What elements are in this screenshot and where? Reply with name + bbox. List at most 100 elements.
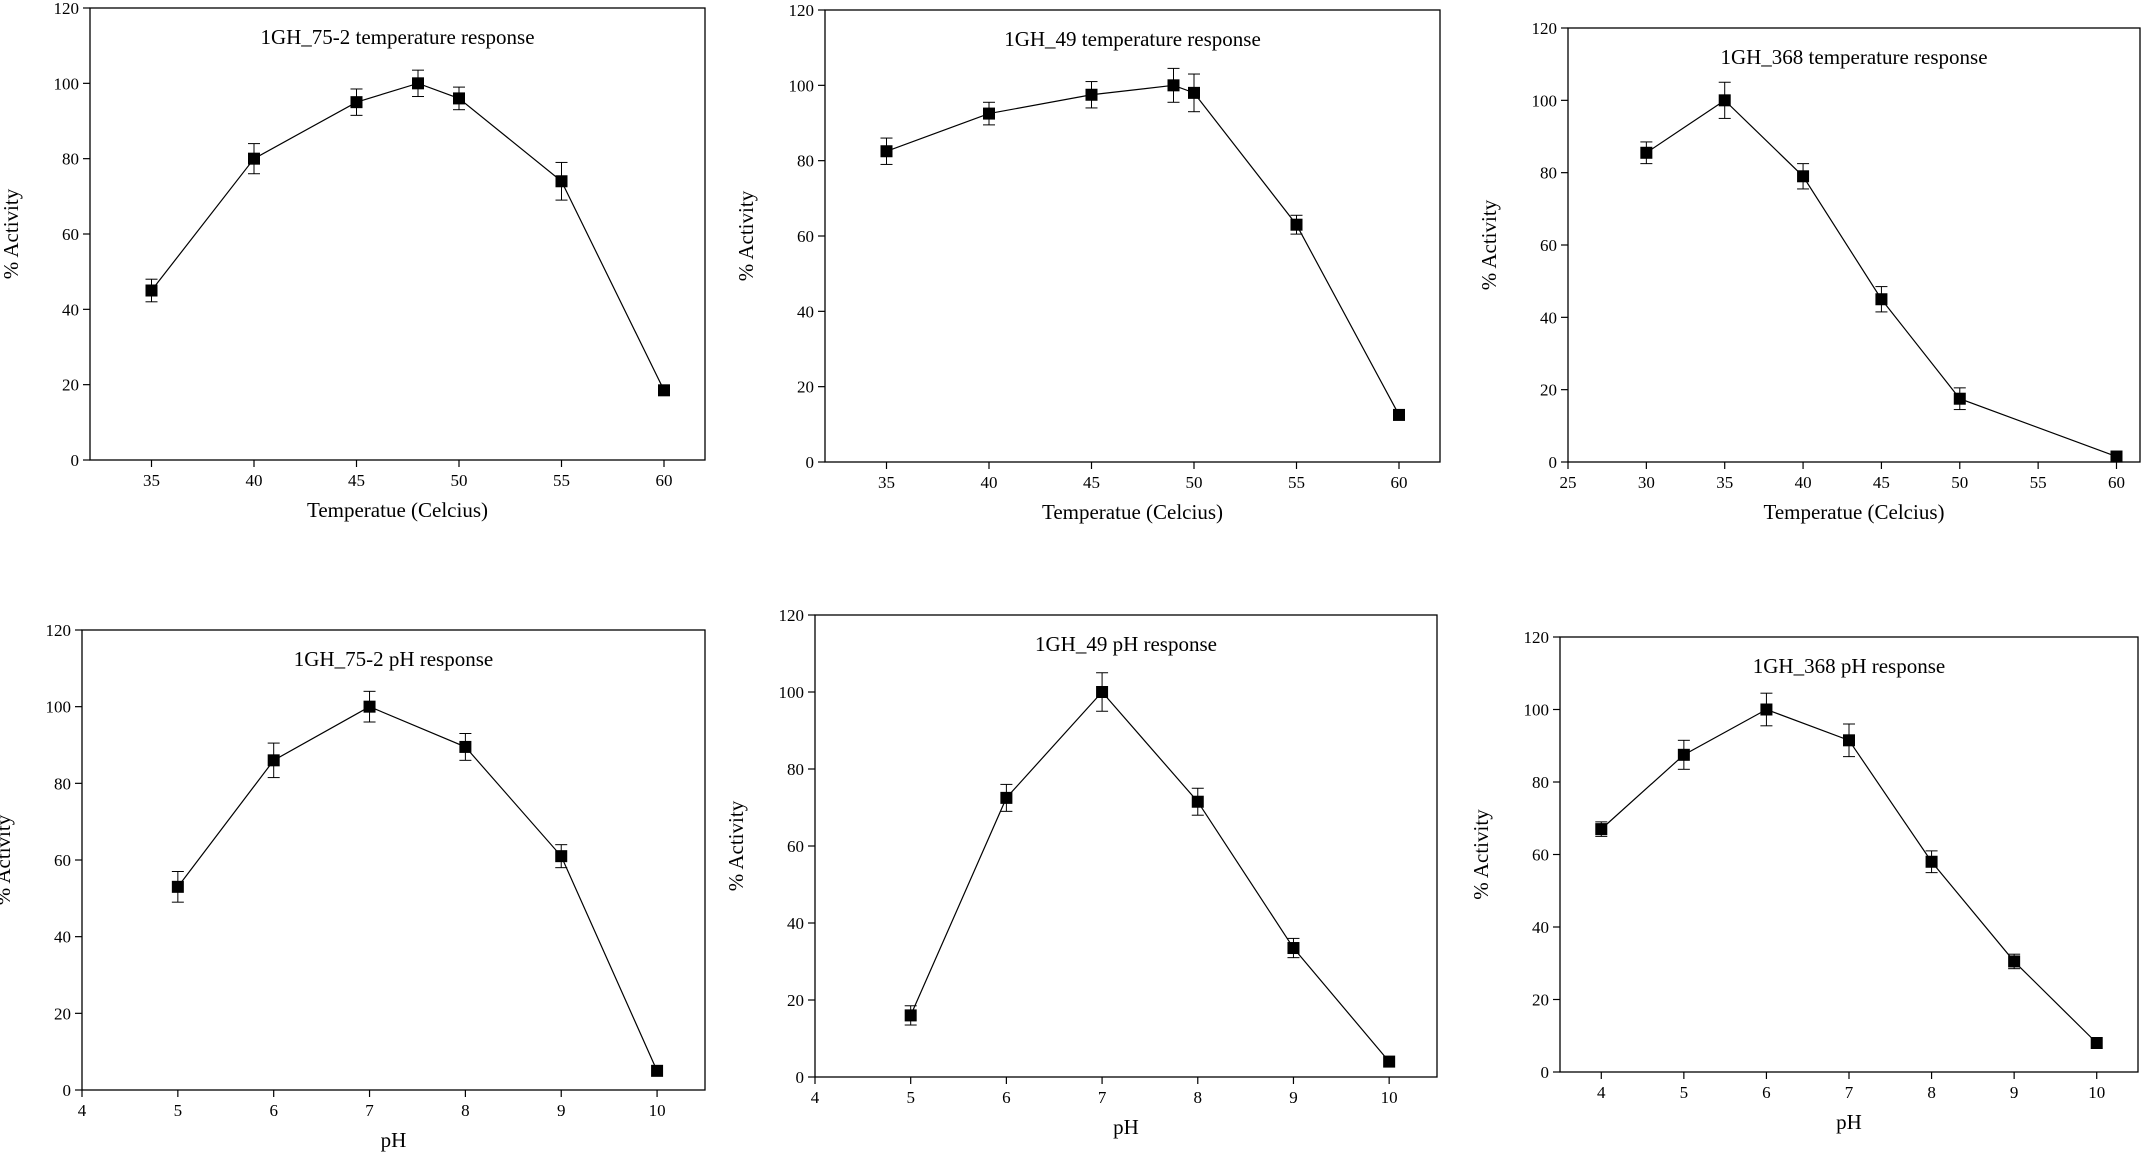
chart-panel-1: 0 20 40 60 80 100 120 35 40 45 50 55 60 1GH_75-2 temp… <box>0 0 706 522</box>
y-tick-label: 0 <box>806 453 815 472</box>
x-tick-label: 6 <box>269 1101 278 1120</box>
y-tick-label: 60 <box>54 851 71 870</box>
x-tick-label: 6 <box>1002 1088 1011 1107</box>
chart-title: 1GH_368 temperature response <box>1720 45 1987 69</box>
y-tick-label: 40 <box>797 302 814 321</box>
x-tick-label: 40 <box>246 471 263 490</box>
data-point <box>267 754 280 767</box>
data-point <box>555 175 568 188</box>
data-point <box>2090 1037 2103 1049</box>
data-point <box>1843 734 1855 747</box>
x-tick-label: 8 <box>461 1101 470 1120</box>
data-point <box>412 77 424 90</box>
data-point <box>1000 791 1013 804</box>
y-tick-label: 40 <box>1540 308 1557 327</box>
y-tick-label: 60 <box>797 227 814 246</box>
y-axis-label: % Activity <box>724 800 748 891</box>
data-point <box>1383 1055 1396 1068</box>
x-tick-label: 7 <box>365 1101 374 1120</box>
x-tick-label: 4 <box>78 1101 87 1120</box>
y-axis-label: % Activity <box>0 814 15 905</box>
y-tick-label: 0 <box>796 1068 805 1087</box>
plot-frame <box>1559 636 2139 1073</box>
x-tick-label: 55 <box>2030 473 2047 492</box>
series-line <box>910 691 1390 1062</box>
y-tick-label: 120 <box>54 0 80 18</box>
y-tick-label: 120 <box>779 606 805 625</box>
y-tick-label: 20 <box>1532 991 1549 1010</box>
plot-frame <box>1567 27 2141 463</box>
data-point <box>1287 942 1300 955</box>
y-tick-label: 120 <box>1532 19 1558 38</box>
y-axis-label: % Activity <box>1477 199 1501 290</box>
data-point <box>171 880 184 893</box>
data-point <box>350 96 363 109</box>
series-line <box>886 84 1400 416</box>
chart-title: 1GH_368 pH response <box>1753 654 1945 678</box>
x-axis-label: Temperatue (Celcius) <box>1763 500 1944 524</box>
y-tick-label: 0 <box>1549 453 1558 472</box>
y-axis-label: % Activity <box>734 190 758 281</box>
data-point <box>1760 703 1773 716</box>
x-tick-label: 4 <box>811 1088 820 1107</box>
x-tick-label: 9 <box>1289 1088 1298 1107</box>
data-point <box>145 284 158 297</box>
data-point <box>2110 450 2123 463</box>
y-tick-label: 40 <box>1532 918 1549 937</box>
x-tick-label: 5 <box>174 1101 183 1120</box>
x-tick-label: 45 <box>1083 473 1100 492</box>
x-tick-label: 10 <box>2088 1083 2105 1102</box>
y-tick-label: 60 <box>1540 236 1557 255</box>
data-point <box>904 1009 917 1022</box>
chart-panel-2: 0 20 40 60 80 100 120 35 40 45 50 55 60 1GH_49 temper… <box>734 1 1441 524</box>
y-tick-label: 80 <box>62 150 79 169</box>
x-tick-label: 8 <box>1194 1088 1203 1107</box>
y-tick-label: 120 <box>789 1 815 20</box>
x-axis-label: Temperatue (Celcius) <box>307 498 488 522</box>
x-tick-label: 25 <box>1560 473 1577 492</box>
data-point <box>363 700 376 713</box>
data-point <box>658 384 670 397</box>
x-tick-label: 60 <box>656 471 673 490</box>
y-tick-label: 80 <box>1540 164 1557 183</box>
x-tick-label: 40 <box>981 473 998 492</box>
x-tick-label: 35 <box>878 473 895 492</box>
data-point <box>459 740 472 753</box>
y-tick-label: 0 <box>63 1081 72 1100</box>
x-tick-label: 60 <box>1391 473 1408 492</box>
x-tick-label: 7 <box>1845 1083 1854 1102</box>
y-tick-label: 60 <box>787 837 804 856</box>
data-point <box>1191 795 1204 808</box>
data-point <box>1595 823 1608 836</box>
data-point <box>1393 408 1405 421</box>
y-tick-label: 20 <box>1540 381 1557 400</box>
data-point <box>555 850 568 863</box>
x-tick-label: 55 <box>553 471 570 490</box>
x-tick-label: 50 <box>451 471 468 490</box>
y-tick-label: 0 <box>71 451 80 470</box>
plot-frame <box>89 7 706 461</box>
y-tick-label: 20 <box>62 376 79 395</box>
y-tick-label: 20 <box>787 991 804 1010</box>
y-tick-label: 120 <box>1524 628 1550 647</box>
y-tick-label: 80 <box>787 760 804 779</box>
y-axis-label: % Activity <box>0 188 23 279</box>
x-tick-label: 5 <box>1680 1083 1689 1102</box>
data-point <box>1085 88 1098 101</box>
series-line <box>151 82 665 391</box>
data-point <box>1167 79 1180 92</box>
y-tick-label: 100 <box>46 698 72 717</box>
chart-title: 1GH_49 temperature response <box>1004 27 1261 51</box>
data-point <box>2008 955 2021 968</box>
y-tick-label: 60 <box>1532 846 1549 865</box>
data-point <box>453 92 465 105</box>
chart-title: 1GH_75-2 pH response <box>294 647 493 671</box>
y-tick-label: 40 <box>62 300 79 319</box>
y-tick-label: 80 <box>54 774 71 793</box>
data-point <box>651 1064 664 1077</box>
series-line <box>177 706 658 1072</box>
x-axis-label: pH <box>1836 1110 1862 1134</box>
data-point <box>1953 392 1966 405</box>
chart-panel-5: 0 20 40 60 80 100 120 4 5 6 7 8 9 10 1GH_49 pH respons… <box>724 606 1438 1139</box>
